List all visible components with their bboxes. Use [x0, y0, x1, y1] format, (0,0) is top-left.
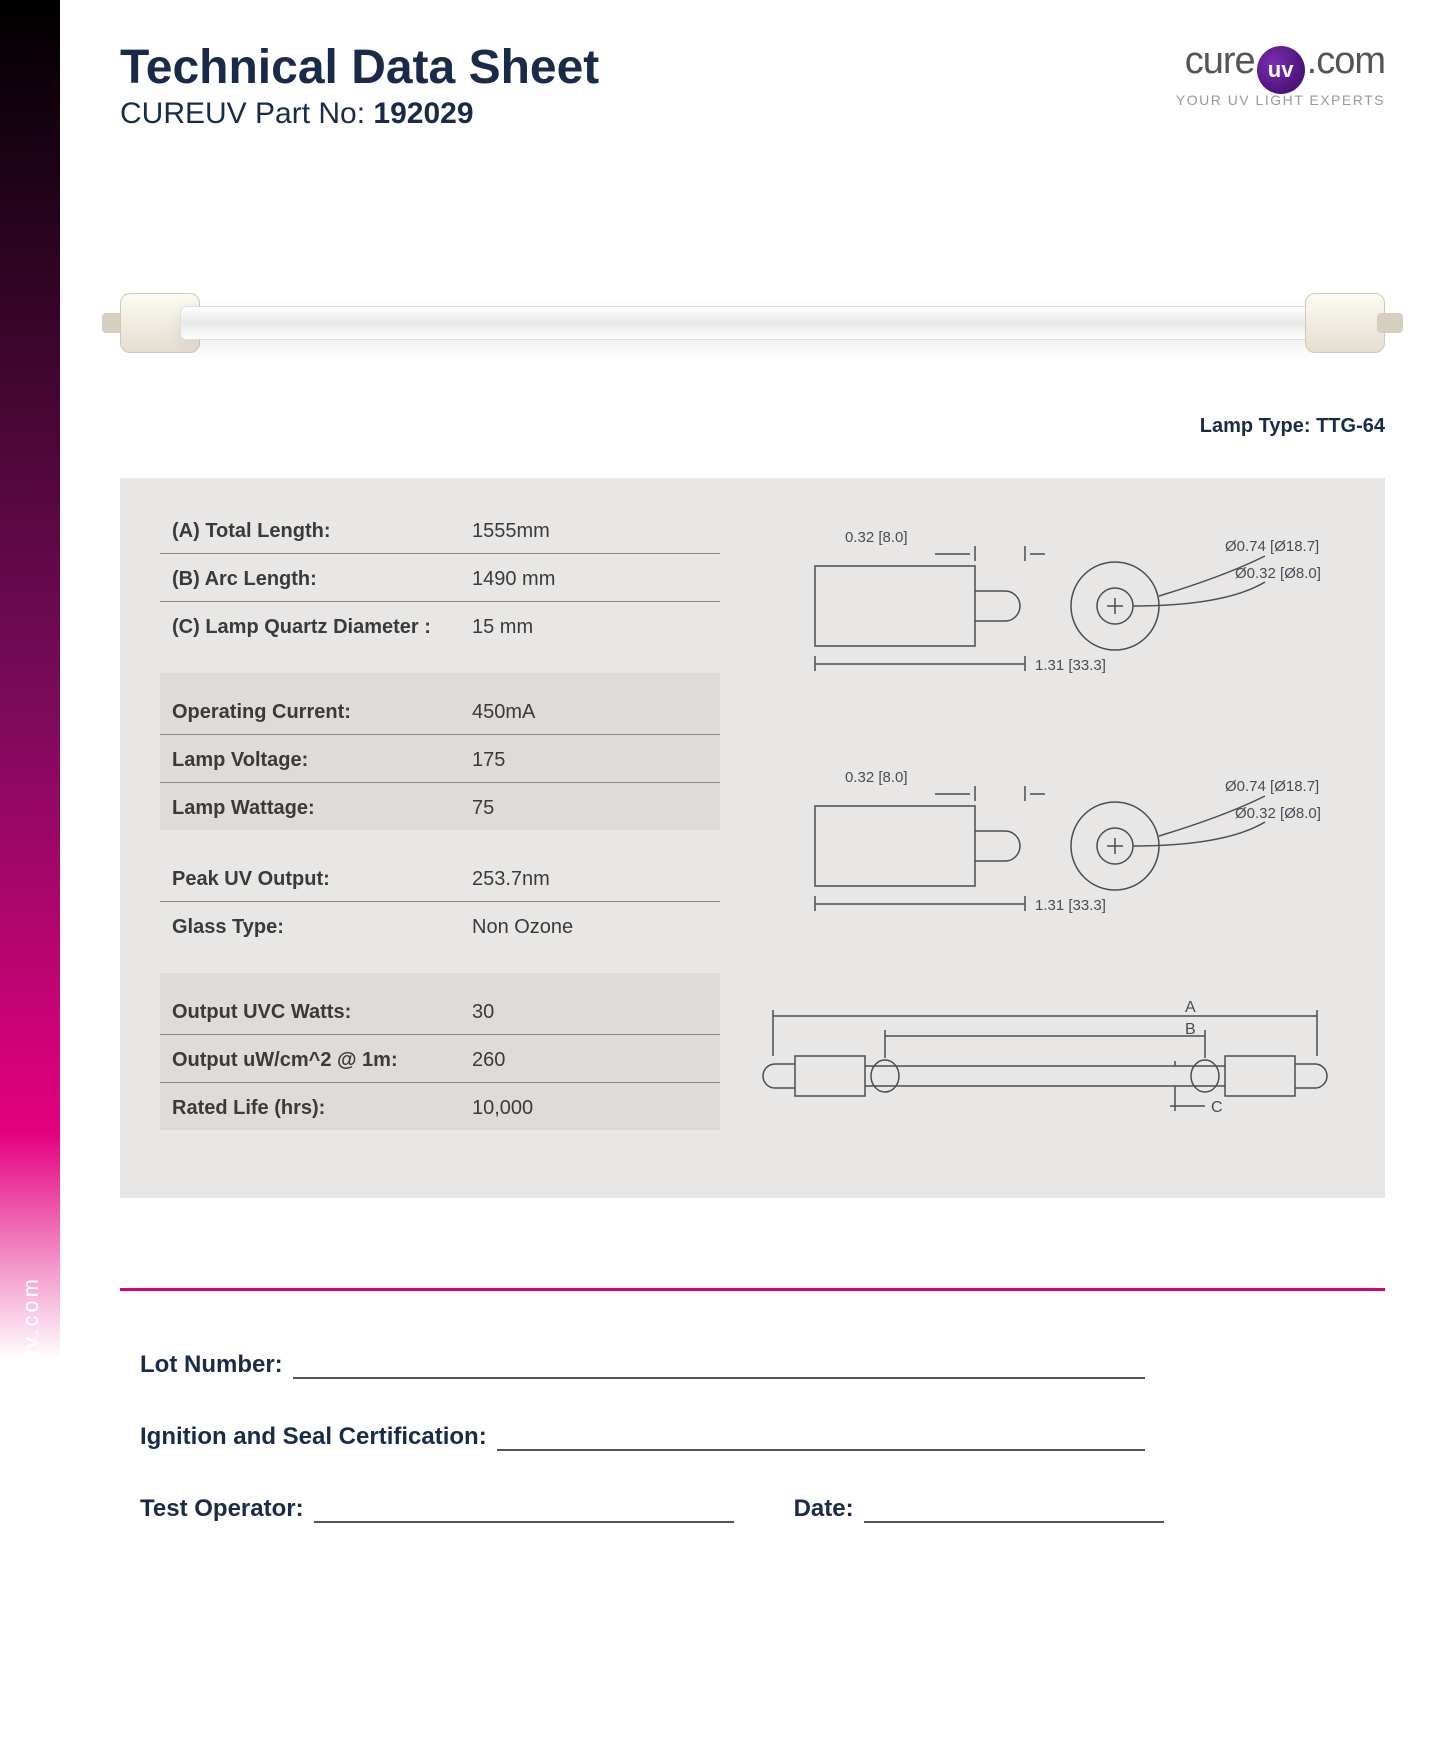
dim-inner: Ø0.32 [Ø8.0] [1235, 805, 1321, 822]
spec-label: (C) Lamp Quartz Diameter : [172, 616, 472, 639]
diagram-end-top: 0.32 [8.0] Ø0.74 [Ø18.7] Ø0.32 [Ø8.0] 1.… [735, 506, 1355, 686]
spec-label: (A) Total Length: [172, 520, 472, 543]
spec-value: 1490 mm [472, 568, 555, 591]
part-number: 192029 [373, 97, 473, 130]
ignition-field: Ignition and Seal Certification: [140, 1423, 1365, 1451]
spec-label: Lamp Voltage: [172, 749, 472, 772]
part-number-line: CUREUV Part No: 192029 [120, 97, 599, 131]
spec-value: 175 [472, 749, 505, 772]
operator-date-row: Test Operator: Date: [140, 1495, 1365, 1523]
date-input-line[interactable] [864, 1521, 1164, 1523]
lamp-end-right-icon [1305, 293, 1385, 353]
dim-bottom: 1.31 [33.3] [1035, 657, 1106, 674]
brand-strip: www.cureuv.com [0, 0, 60, 1743]
ignition-input-line[interactable] [497, 1449, 1145, 1451]
spec-group-dimensions: (A) Total Length:1555mm (B) Arc Length:1… [160, 506, 720, 649]
spec-label: Lamp Wattage: [172, 797, 472, 820]
diagrams: 0.32 [8.0] Ø0.74 [Ø18.7] Ø0.32 [Ø8.0] 1.… [735, 506, 1355, 1126]
logo-tagline: YOUR UV LIGHT EXPERTS [1176, 92, 1385, 108]
spec-row: Rated Life (hrs):10,000 [160, 1083, 720, 1130]
spec-label: (B) Arc Length: [172, 568, 472, 591]
full-lamp-svg-icon: A B C [735, 986, 1355, 1126]
end-diagram-svg-icon: 0.32 [8.0] Ø0.74 [Ø18.7] Ø0.32 [Ø8.0] 1.… [735, 506, 1355, 686]
spec-value: 253.7nm [472, 868, 550, 891]
spec-row: Output uW/cm^2 @ 1m:260 [160, 1035, 720, 1083]
spec-group-performance: Output UVC Watts:30 Output uW/cm^2 @ 1m:… [160, 973, 720, 1130]
ignition-label: Ignition and Seal Certification: [140, 1423, 487, 1451]
dim-a: A [1185, 999, 1196, 1016]
dim-c: C [1211, 1099, 1223, 1116]
spec-group-electrical: Operating Current:450mA Lamp Voltage:175… [160, 673, 720, 830]
spec-value: Non Ozone [472, 916, 573, 939]
lot-number-field: Lot Number: [140, 1351, 1365, 1379]
page-title: Technical Data Sheet [120, 40, 599, 95]
date-label: Date: [794, 1495, 854, 1523]
spec-value: 450mA [472, 701, 535, 724]
spec-group-output: Peak UV Output:253.7nm Glass Type:Non Oz… [160, 854, 720, 949]
brand-logo: cure uv .com YOUR UV LIGHT EXPERTS [1176, 40, 1385, 108]
spec-value: 1555mm [472, 520, 550, 543]
lamp-photo [120, 251, 1385, 391]
spec-table: (A) Total Length:1555mm (B) Arc Length:1… [160, 506, 720, 1130]
logo-com: .com [1307, 40, 1385, 83]
spec-row: Output UVC Watts:30 [160, 987, 720, 1035]
dim-outer: Ø0.74 [Ø18.7] [1225, 778, 1319, 795]
spec-value: 260 [472, 1049, 505, 1072]
spec-panel: (A) Total Length:1555mm (B) Arc Length:1… [120, 478, 1385, 1198]
spec-row: (B) Arc Length:1490 mm [160, 554, 720, 602]
spec-row: (A) Total Length:1555mm [160, 506, 720, 554]
spec-label: Output UVC Watts: [172, 1001, 472, 1024]
dim-bottom: 1.31 [33.3] [1035, 897, 1106, 914]
logo-uv-badge-icon: uv [1257, 46, 1305, 94]
spec-row: Lamp Voltage:175 [160, 735, 720, 783]
spec-label: Glass Type: [172, 916, 472, 939]
dim-outer: Ø0.74 [Ø18.7] [1225, 538, 1319, 555]
title-block: Technical Data Sheet CUREUV Part No: 192… [120, 40, 599, 131]
lot-input-line[interactable] [293, 1377, 1145, 1379]
spec-row: Peak UV Output:253.7nm [160, 854, 720, 902]
lamp-tube-icon [180, 306, 1325, 340]
lamp-type-value: TTG-64 [1316, 415, 1385, 437]
spec-label: Operating Current: [172, 701, 472, 724]
diagram-end-bottom: 0.32 [8.0] Ø0.74 [Ø18.7] Ø0.32 [Ø8.0] 1.… [735, 746, 1355, 926]
spec-label: Output uW/cm^2 @ 1m: [172, 1049, 472, 1072]
page-content: Technical Data Sheet CUREUV Part No: 192… [60, 0, 1445, 1743]
spec-value: 75 [472, 797, 494, 820]
lamp-type: Lamp Type: TTG-64 [120, 415, 1385, 438]
divider [120, 1288, 1385, 1291]
part-prefix: CUREUV Part No: [120, 97, 365, 130]
lamp-pin-right-icon [1377, 313, 1403, 333]
operator-label: Test Operator: [140, 1495, 304, 1523]
lamp-type-label: Lamp Type: [1200, 415, 1311, 437]
vertical-url: www.cureuv.com [18, 1276, 44, 1483]
dim-inner: Ø0.32 [Ø8.0] [1235, 565, 1321, 582]
spec-row: Glass Type:Non Ozone [160, 902, 720, 949]
dim-top: 0.32 [8.0] [845, 769, 908, 786]
header: Technical Data Sheet CUREUV Part No: 192… [120, 40, 1385, 131]
spec-value: 30 [472, 1001, 494, 1024]
dim-b: B [1185, 1021, 1196, 1038]
spec-label: Rated Life (hrs): [172, 1097, 472, 1120]
lot-label: Lot Number: [140, 1351, 283, 1379]
spec-row: Operating Current:450mA [160, 687, 720, 735]
certification-fields: Lot Number: Ignition and Seal Certificat… [120, 1351, 1385, 1523]
logo-cure: cure [1185, 40, 1255, 83]
spec-row: (C) Lamp Quartz Diameter :15 mm [160, 602, 720, 649]
logo-row: cure uv .com [1176, 40, 1385, 90]
end-diagram-svg-icon: 0.32 [8.0] Ø0.74 [Ø18.7] Ø0.32 [Ø8.0] 1.… [735, 746, 1355, 926]
operator-input-line[interactable] [314, 1521, 734, 1523]
spec-label: Peak UV Output: [172, 868, 472, 891]
spec-row: Lamp Wattage:75 [160, 783, 720, 830]
spec-value: 10,000 [472, 1097, 533, 1120]
diagram-full-lamp: A B C [735, 986, 1355, 1126]
spec-value: 15 mm [472, 616, 533, 639]
dim-top: 0.32 [8.0] [845, 529, 908, 546]
